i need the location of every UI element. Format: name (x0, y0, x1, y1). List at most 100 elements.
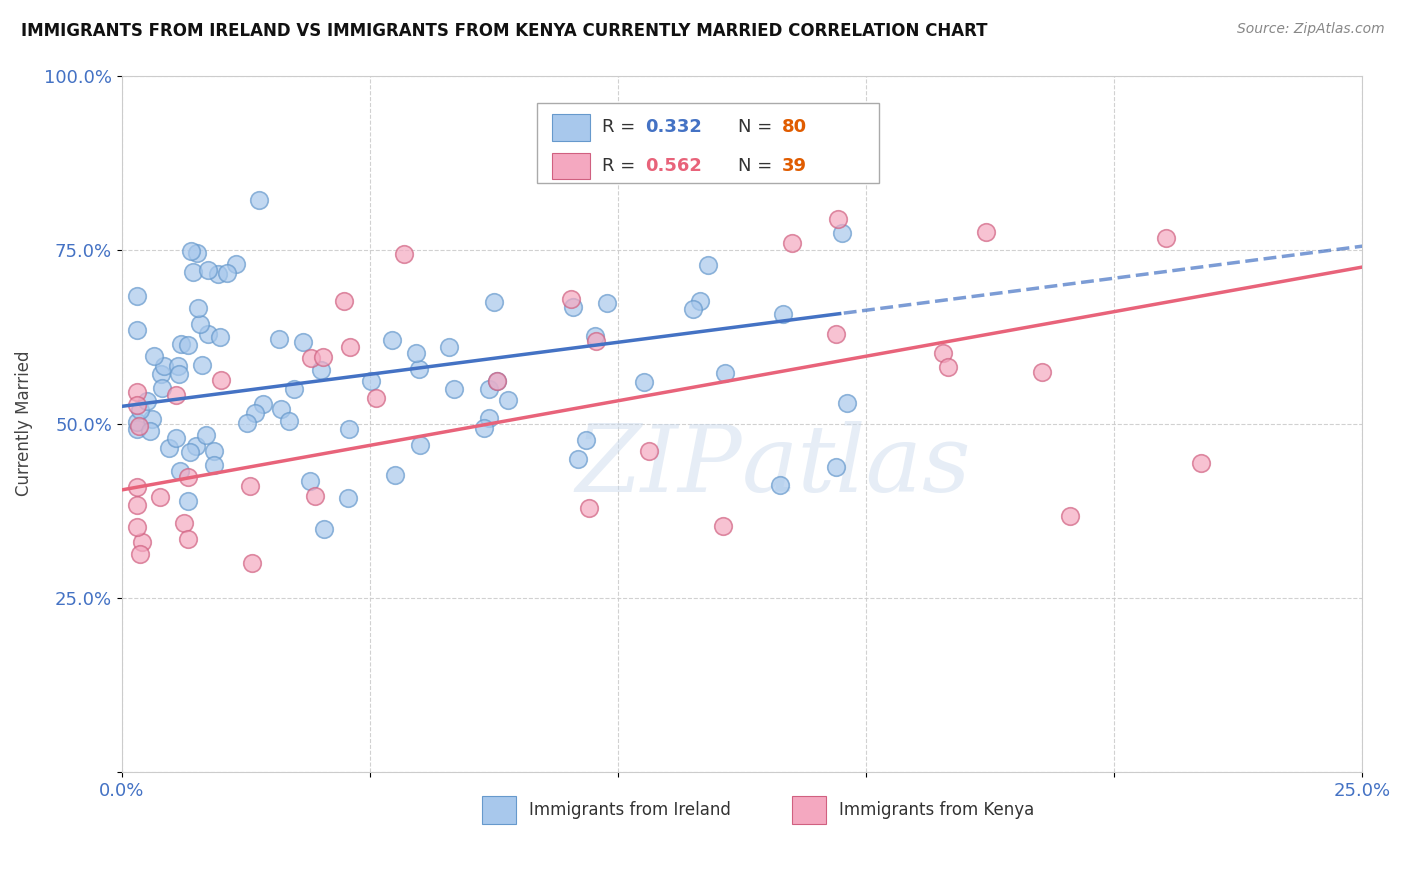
Point (936, 360, 959, 375)
Point (578, 501, 600, 516)
FancyBboxPatch shape (792, 797, 827, 824)
Point (931, 345, 953, 359)
Point (202, 458, 225, 472)
Point (177, 337, 200, 351)
Point (278, 413, 301, 427)
Point (827, 211, 849, 226)
Point (1059, 509, 1081, 524)
Point (298, 474, 321, 488)
Point (177, 470, 200, 484)
FancyBboxPatch shape (553, 153, 589, 179)
Point (595, 296, 617, 310)
Text: Immigrants from Kenya: Immigrants from Kenya (839, 801, 1035, 819)
Point (179, 444, 201, 458)
Point (153, 359, 176, 373)
Point (682, 301, 704, 316)
Point (437, 340, 460, 354)
Point (360, 374, 382, 388)
Point (197, 262, 219, 277)
Point (309, 362, 332, 376)
FancyBboxPatch shape (553, 114, 589, 141)
Point (381, 333, 404, 347)
Point (202, 443, 225, 458)
Point (180, 244, 202, 259)
Point (337, 421, 360, 435)
Point (170, 337, 193, 351)
Point (125, 423, 148, 437)
Point (167, 359, 190, 374)
Point (567, 452, 589, 467)
Point (585, 334, 607, 349)
Point (149, 367, 172, 381)
Point (141, 412, 163, 426)
Point (333, 293, 356, 308)
Point (197, 326, 219, 341)
Point (209, 330, 232, 344)
Point (269, 332, 291, 346)
Point (825, 460, 848, 475)
Point (139, 424, 162, 438)
Point (169, 464, 191, 478)
Point (217, 267, 239, 281)
Point (125, 323, 148, 337)
Point (177, 533, 200, 547)
Point (478, 411, 501, 425)
Text: N =: N = (738, 119, 779, 136)
Point (247, 193, 270, 207)
Point (143, 349, 166, 363)
Y-axis label: Currently Married: Currently Married (15, 351, 32, 497)
Text: 0.562: 0.562 (645, 157, 702, 175)
Point (135, 394, 157, 409)
Text: R =: R = (602, 157, 641, 175)
Point (165, 388, 187, 402)
Point (1031, 365, 1053, 379)
Point (125, 289, 148, 303)
Point (283, 382, 305, 396)
Point (336, 491, 359, 505)
Point (292, 335, 315, 350)
Text: 80: 80 (782, 119, 807, 136)
Point (299, 351, 322, 365)
Point (339, 341, 361, 355)
Point (769, 477, 792, 491)
Point (209, 373, 232, 387)
Text: N =: N = (738, 157, 779, 175)
Point (835, 396, 858, 410)
Point (207, 267, 229, 281)
Point (243, 406, 266, 420)
Text: 0.332: 0.332 (645, 119, 702, 136)
Point (1189, 456, 1212, 470)
Point (1154, 230, 1177, 244)
Text: Immigrants from Ireland: Immigrants from Ireland (529, 801, 731, 819)
Point (638, 444, 661, 458)
Point (235, 416, 257, 430)
Point (496, 392, 519, 407)
Point (304, 489, 326, 503)
Point (187, 301, 209, 316)
FancyBboxPatch shape (537, 103, 879, 184)
Point (125, 479, 148, 493)
Point (270, 402, 292, 417)
Point (131, 535, 153, 549)
Point (165, 431, 187, 445)
Point (173, 516, 195, 530)
Text: atlas: atlas (742, 420, 972, 510)
Point (128, 419, 150, 434)
Point (478, 382, 501, 396)
Point (191, 358, 214, 372)
Point (312, 350, 335, 364)
Point (831, 226, 853, 240)
Point (574, 434, 596, 448)
Point (188, 317, 211, 331)
Point (186, 246, 208, 260)
Point (128, 548, 150, 562)
Point (125, 520, 148, 534)
Point (583, 329, 606, 343)
Point (485, 374, 508, 388)
Point (364, 391, 387, 405)
Point (312, 522, 335, 536)
Point (128, 403, 150, 417)
FancyBboxPatch shape (482, 797, 516, 824)
Text: R =: R = (602, 119, 641, 136)
Point (408, 362, 430, 376)
